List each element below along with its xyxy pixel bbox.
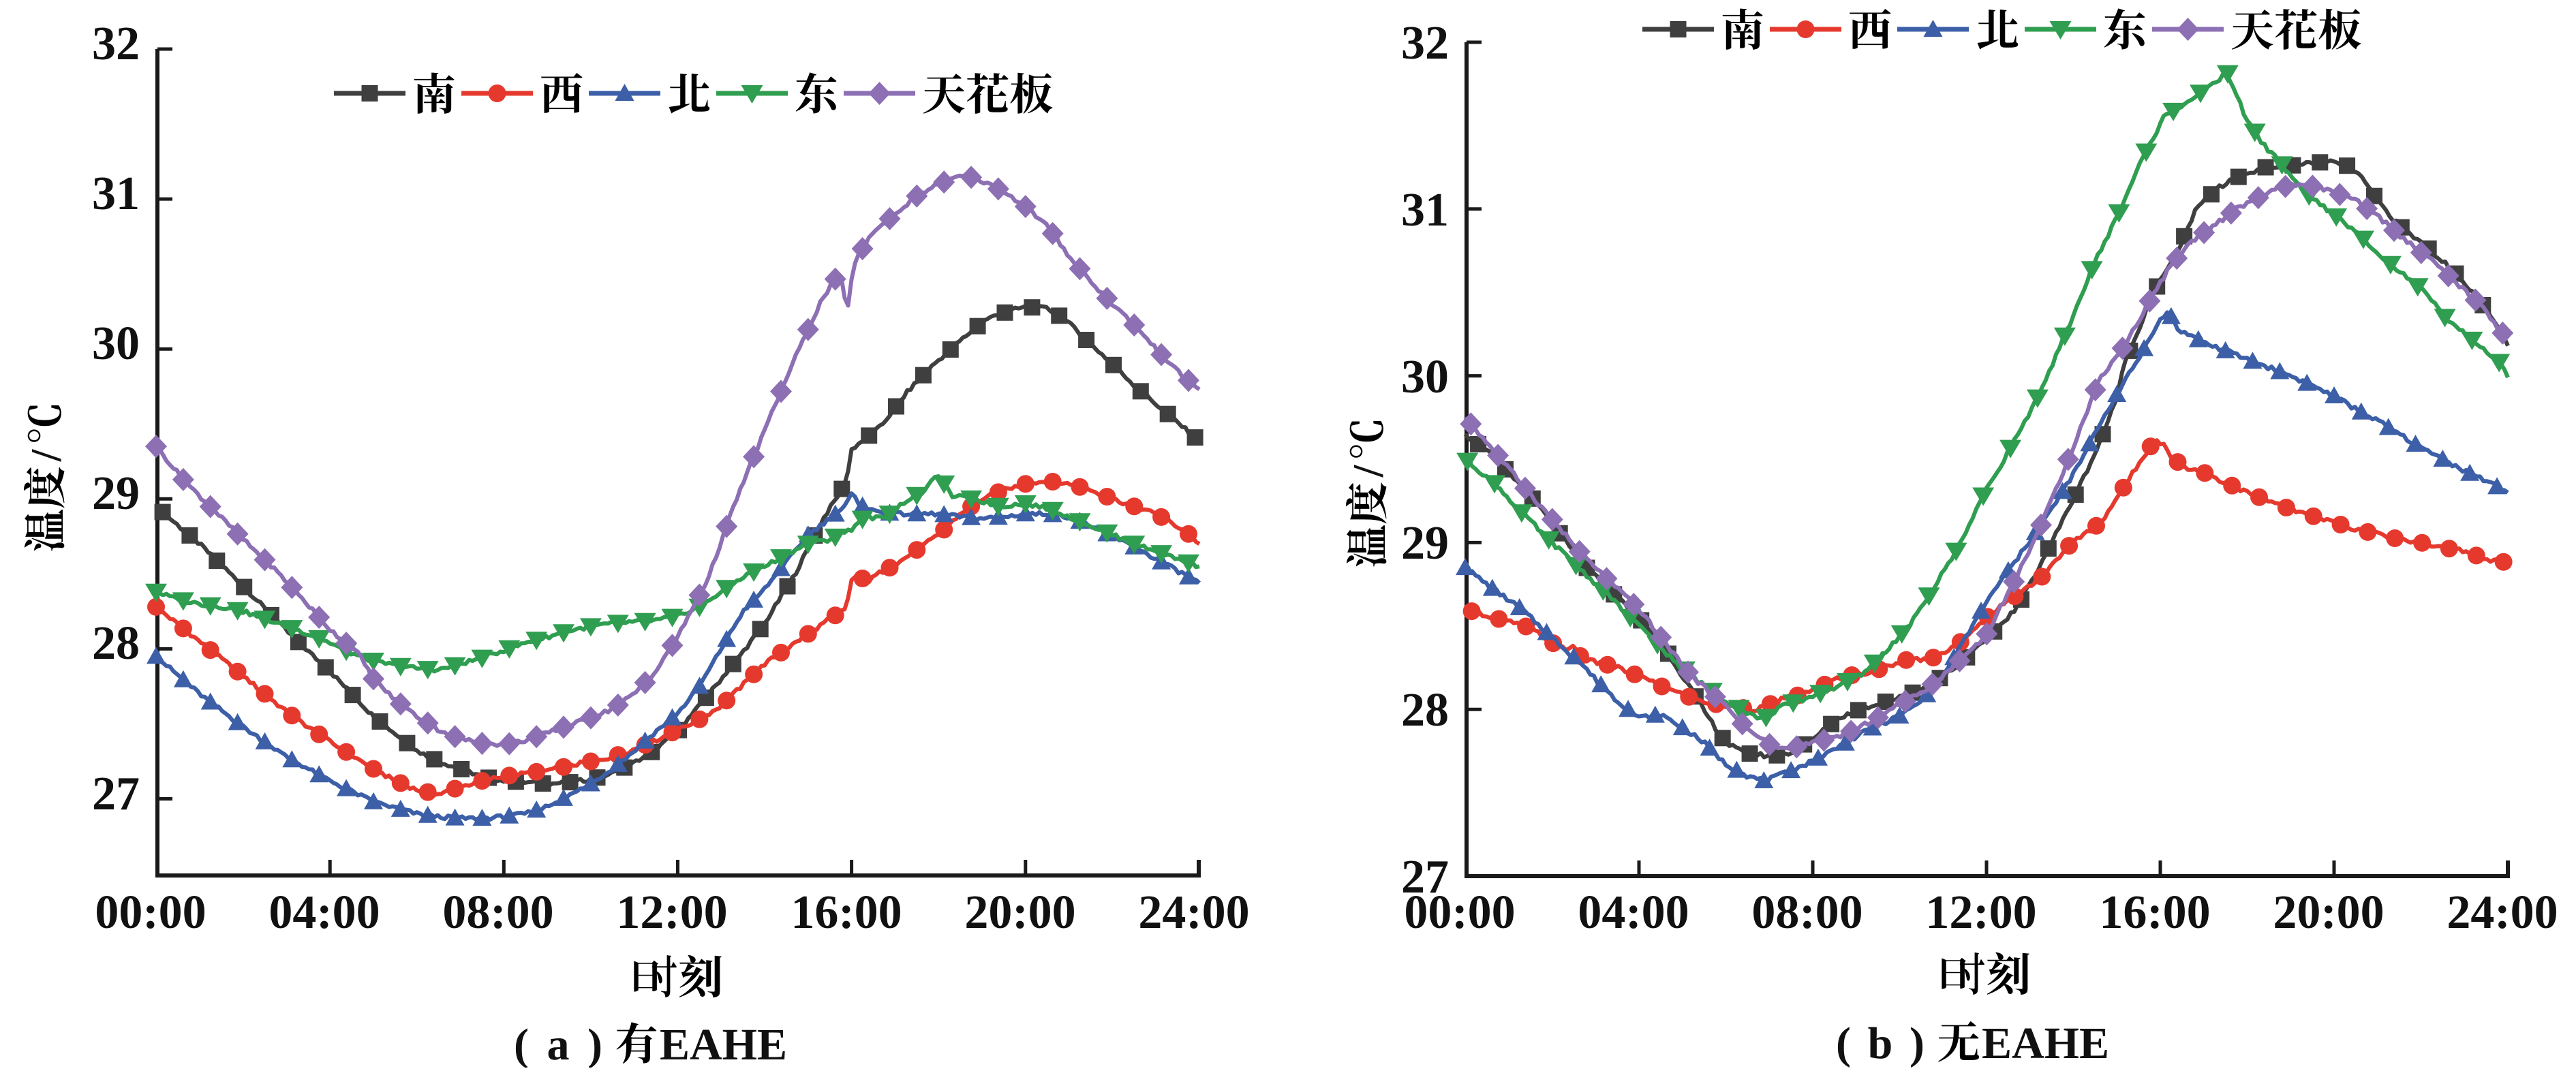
svg-text:EAHE: EAHE — [1982, 1019, 2109, 1068]
svg-text:12:00: 12:00 — [616, 886, 727, 939]
svg-text:24:00: 24:00 — [1138, 886, 1249, 939]
svg-text:20:00: 20:00 — [2273, 886, 2384, 939]
svg-text:04:00: 04:00 — [1578, 886, 1689, 939]
svg-text:/: / — [22, 448, 70, 462]
svg-text:28: 28 — [1401, 684, 1449, 736]
svg-text:30: 30 — [92, 317, 140, 370]
svg-text:(: ( — [514, 1020, 529, 1068]
svg-text:27: 27 — [1401, 851, 1449, 903]
svg-text:08:00: 08:00 — [442, 886, 553, 939]
svg-text:): ) — [587, 1020, 602, 1068]
svg-text:EAHE: EAHE — [660, 1020, 787, 1068]
svg-text:29: 29 — [92, 467, 140, 520]
svg-text:00:00: 00:00 — [1404, 886, 1515, 939]
svg-text:a: a — [547, 1020, 570, 1068]
svg-text:32: 32 — [1401, 17, 1449, 69]
svg-text:30: 30 — [1401, 351, 1449, 403]
svg-text:31: 31 — [92, 168, 140, 220]
svg-text:08:00: 08:00 — [1751, 886, 1862, 939]
svg-text:/: / — [1345, 464, 1392, 478]
svg-text:29: 29 — [1401, 517, 1449, 570]
svg-text:32: 32 — [92, 18, 140, 70]
svg-text:27: 27 — [92, 768, 140, 820]
svg-text:16:00: 16:00 — [2099, 886, 2210, 939]
svg-text:): ) — [1910, 1019, 1925, 1068]
svg-text:31: 31 — [1401, 184, 1449, 236]
svg-text:12:00: 12:00 — [1925, 886, 2036, 939]
svg-text:04:00: 04:00 — [269, 886, 380, 939]
svg-text:(: ( — [1836, 1019, 1851, 1068]
svg-text:b: b — [1868, 1019, 1893, 1068]
svg-text:00:00: 00:00 — [95, 886, 206, 939]
svg-text:16:00: 16:00 — [791, 886, 902, 939]
svg-text:28: 28 — [92, 617, 140, 670]
svg-text:20:00: 20:00 — [964, 886, 1075, 939]
svg-text:24:00: 24:00 — [2447, 886, 2558, 939]
